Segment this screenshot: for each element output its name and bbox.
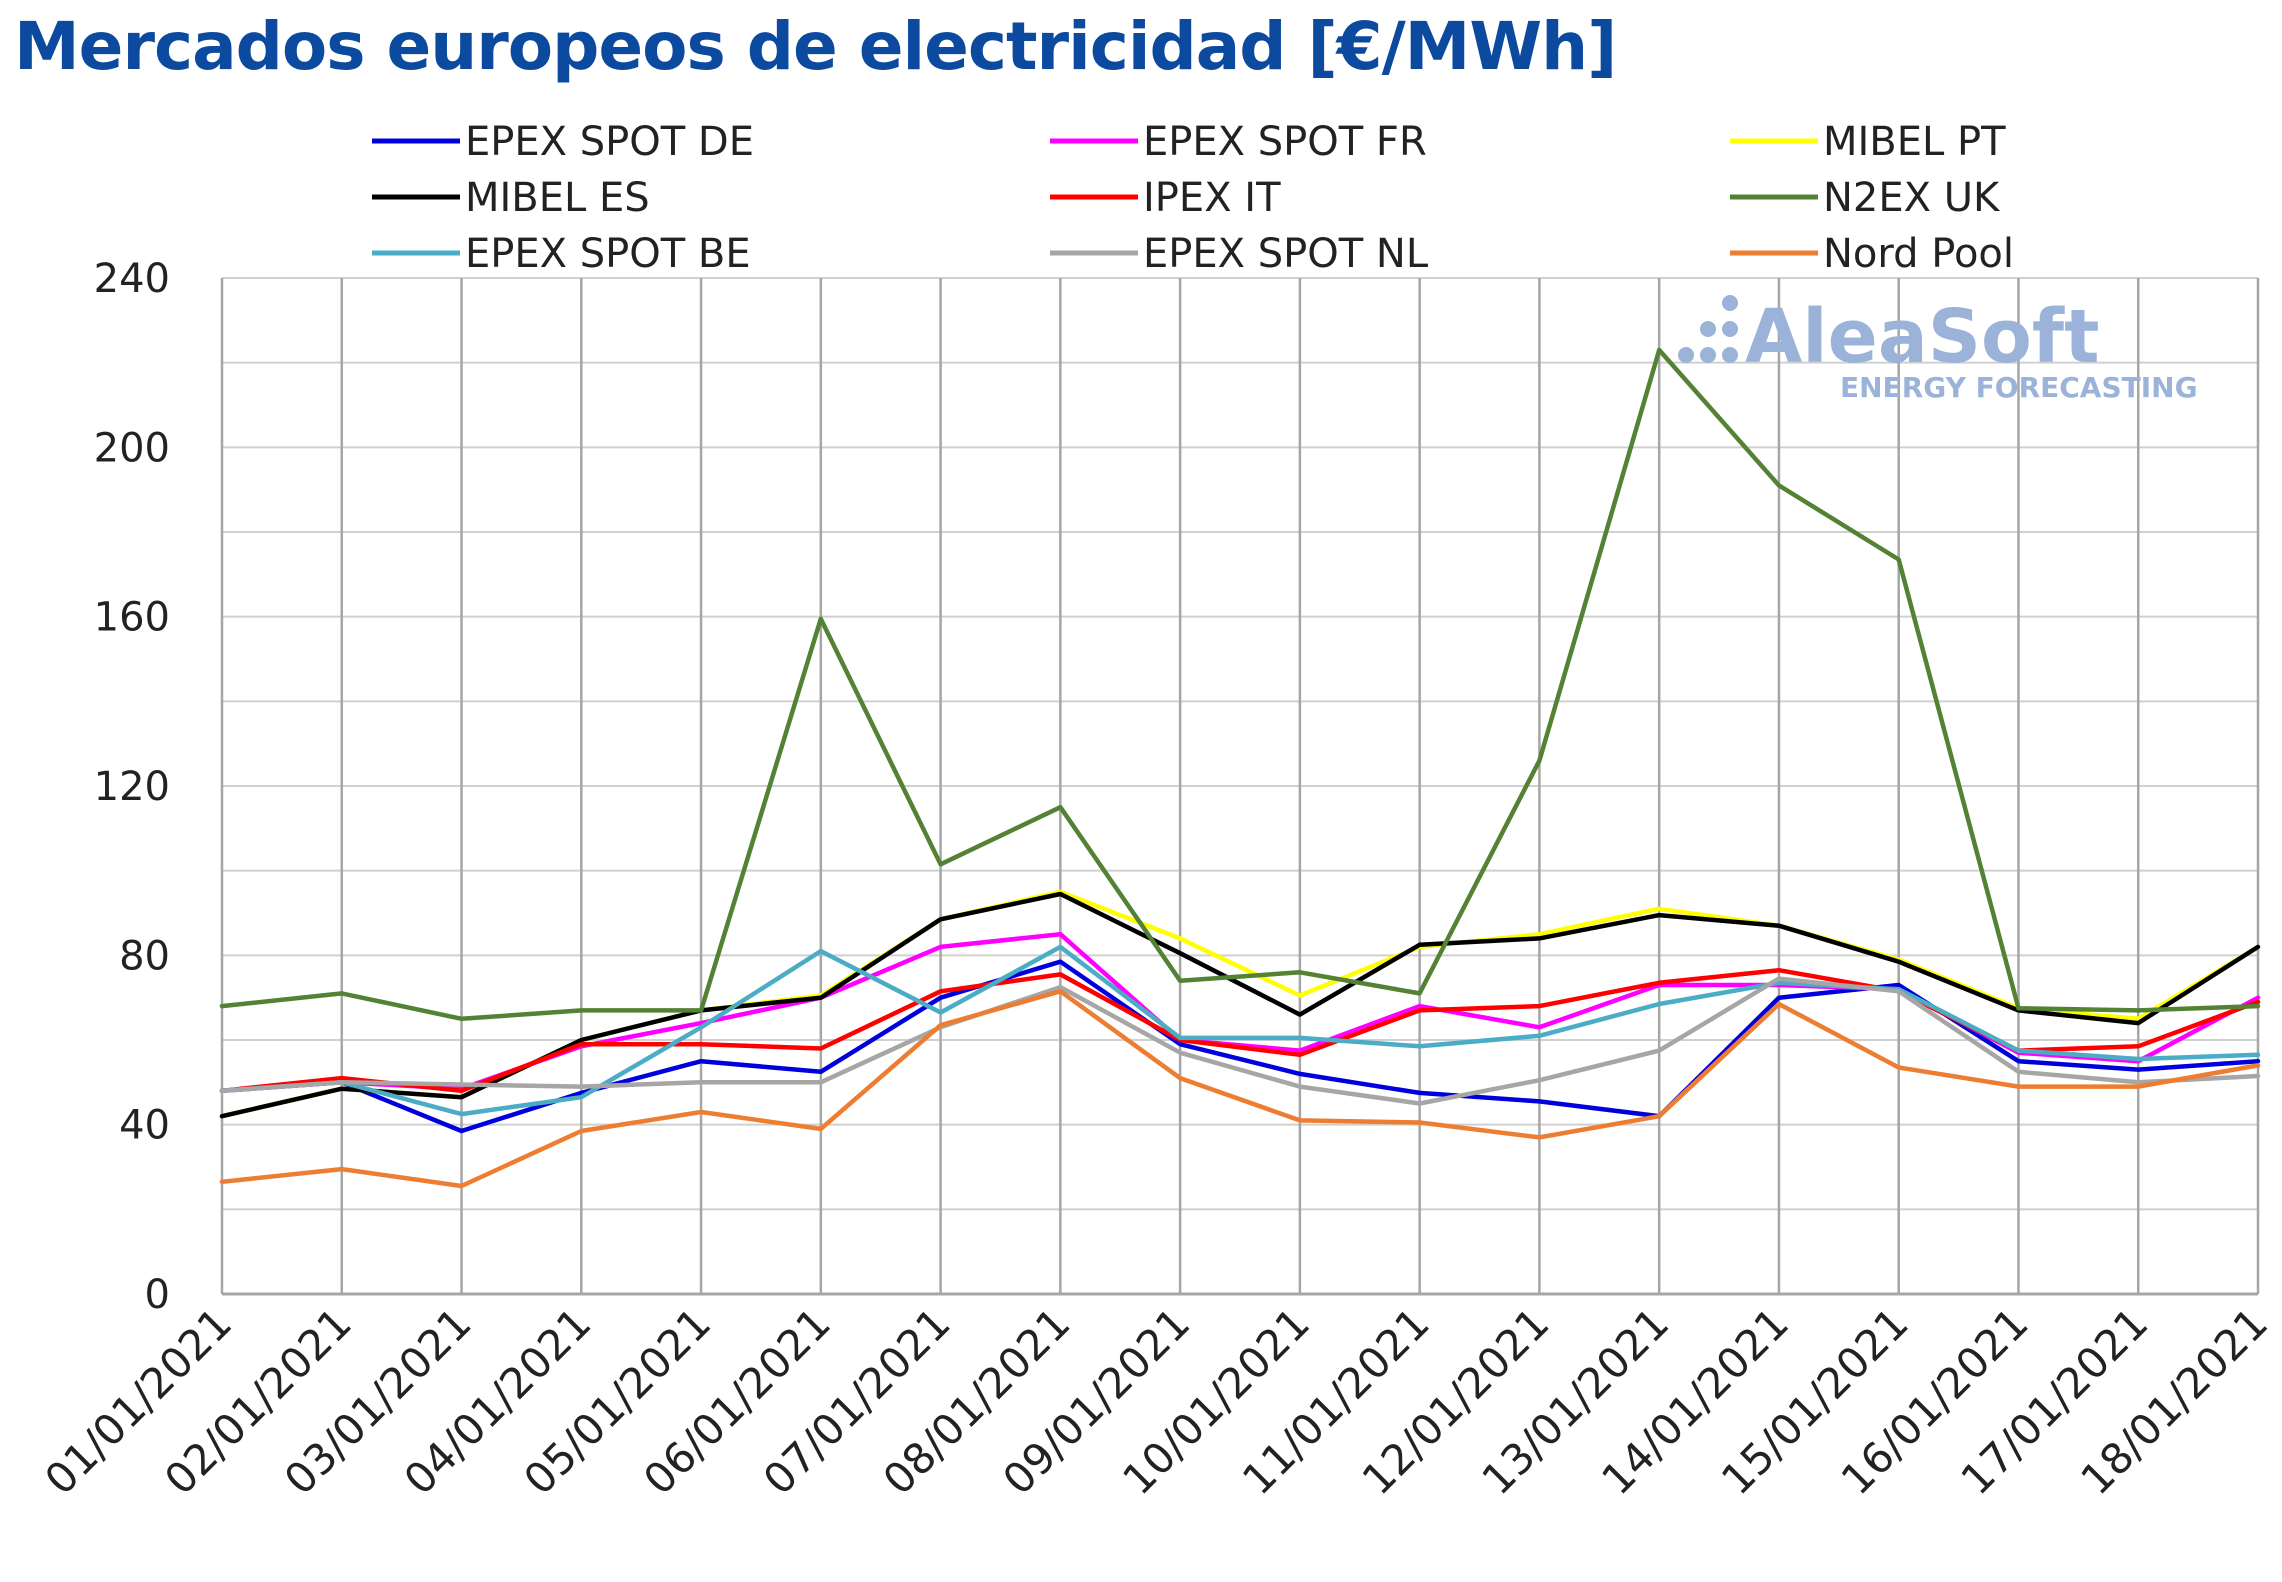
legend-label-ipex-it: IPEX IT	[1143, 175, 1281, 221]
series-line-ipex-it	[219, 967, 2261, 1094]
aleasoft-watermark: AleaSoft ENERGY FORECASTING	[1678, 294, 2198, 404]
legend: EPEX SPOT DE EPEX SPOT FR MIBEL PT MIBEL ES…	[372, 119, 2014, 277]
y-tick-label: 40	[119, 1103, 170, 1149]
grid	[220, 277, 2260, 1296]
y-axis-ticks: 0 40 80 120 160 200 240	[94, 256, 170, 1318]
y-tick-label: 0	[145, 1272, 170, 1318]
legend-label-nord-pool: Nord Pool	[1823, 231, 2014, 277]
y-tick-label: 80	[119, 933, 170, 979]
y-tick-label: 240	[94, 256, 170, 302]
series-line-epex-spot-be	[219, 944, 2261, 1117]
y-tick-label: 120	[94, 764, 170, 810]
legend-label-epex-spot-be: EPEX SPOT BE	[465, 231, 751, 277]
legend-label-epex-spot-de: EPEX SPOT DE	[465, 119, 754, 165]
series-line-n2ex-uk	[219, 347, 2261, 1022]
legend-label-mibel-es: MIBEL ES	[465, 175, 650, 221]
x-axis-ticks: 01/01/202102/01/202103/01/202104/01/2021…	[35, 1298, 2277, 1504]
legend-label-mibel-pt: MIBEL PT	[1823, 119, 2006, 165]
brand-tagline: ENERGY FORECASTING	[1840, 371, 2198, 404]
series-lines	[219, 347, 2261, 1189]
series-line-epex-spot-nl	[219, 976, 2261, 1106]
legend-label-n2ex-uk: N2EX UK	[1823, 175, 2001, 221]
aleasoft-dots-logo	[1678, 295, 1738, 363]
legend-label-epex-spot-fr: EPEX SPOT FR	[1143, 119, 1427, 165]
legend-label-epex-spot-nl: EPEX SPOT NL	[1143, 231, 1429, 277]
y-tick-label: 160	[94, 595, 170, 641]
series-line-nord-pool	[219, 989, 2261, 1189]
chart-title: Mercados europeos de electricidad [€/MWh…	[14, 8, 1617, 85]
y-tick-label: 200	[94, 425, 170, 471]
series-line-mibel-es	[219, 891, 2261, 1119]
brand-name: AleaSoft	[1745, 294, 2099, 380]
series-line-mibel-pt	[219, 889, 2261, 1119]
